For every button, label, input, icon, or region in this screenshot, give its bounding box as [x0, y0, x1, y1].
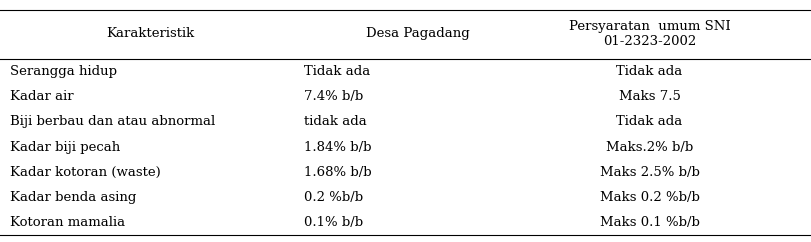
- Text: Biji berbau dan atau abnormal: Biji berbau dan atau abnormal: [10, 115, 215, 129]
- Text: Kotoran mamalia: Kotoran mamalia: [10, 216, 125, 229]
- Text: Tidak ada: Tidak ada: [304, 65, 371, 78]
- Text: 1.68% b/b: 1.68% b/b: [304, 166, 371, 179]
- Text: tidak ada: tidak ada: [304, 115, 367, 129]
- Text: Kadar kotoran (waste): Kadar kotoran (waste): [10, 166, 161, 179]
- Text: Maks 7.5: Maks 7.5: [618, 90, 680, 103]
- Text: Maks 0.2 %b/b: Maks 0.2 %b/b: [599, 191, 698, 204]
- Text: 7.4% b/b: 7.4% b/b: [304, 90, 363, 103]
- Text: Maks 2.5% b/b: Maks 2.5% b/b: [599, 166, 698, 179]
- Text: Serangga hidup: Serangga hidup: [10, 65, 117, 78]
- Text: Tidak ada: Tidak ada: [616, 115, 682, 129]
- Text: Persyaratan  umum SNI
01-2323-2002: Persyaratan umum SNI 01-2323-2002: [568, 20, 730, 48]
- Text: Karakteristik: Karakteristik: [106, 27, 194, 40]
- Text: Maks.2% b/b: Maks.2% b/b: [605, 141, 693, 153]
- Text: Kadar benda asing: Kadar benda asing: [10, 191, 136, 204]
- Text: Tidak ada: Tidak ada: [616, 65, 682, 78]
- Text: 1.84% b/b: 1.84% b/b: [304, 141, 371, 153]
- Text: 0.2 %b/b: 0.2 %b/b: [304, 191, 363, 204]
- Text: 0.1% b/b: 0.1% b/b: [304, 216, 363, 229]
- Text: Kadar air: Kadar air: [10, 90, 73, 103]
- Text: Maks 0.1 %b/b: Maks 0.1 %b/b: [599, 216, 698, 229]
- Text: Kadar biji pecah: Kadar biji pecah: [10, 141, 120, 153]
- Text: Desa Pagadang: Desa Pagadang: [366, 27, 470, 40]
